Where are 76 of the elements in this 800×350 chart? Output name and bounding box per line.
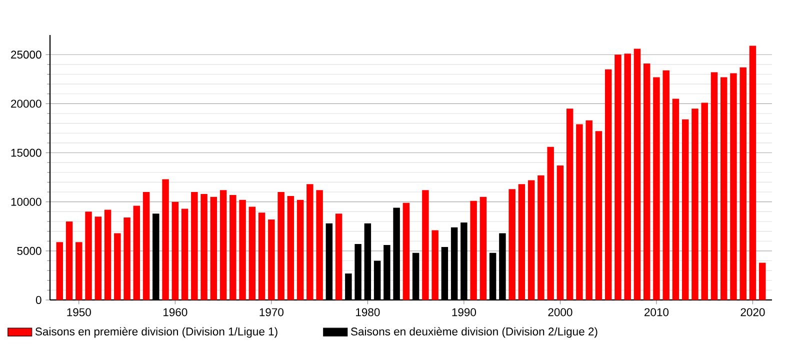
bar [258, 212, 266, 300]
bar [672, 98, 680, 300]
bar [296, 200, 304, 300]
bar [480, 196, 487, 300]
x-tick-label: 1960 [164, 308, 188, 316]
bar [614, 54, 622, 300]
bar [720, 77, 728, 300]
bar [278, 192, 284, 300]
bar [624, 54, 631, 300]
bar [556, 166, 564, 300]
bar [239, 200, 246, 300]
bar [287, 196, 294, 300]
y-tick-label: 0 [36, 296, 42, 304]
bar [682, 119, 689, 300]
bar [518, 184, 526, 300]
bar [248, 206, 256, 300]
bar [749, 46, 756, 300]
bar [230, 194, 236, 300]
y-tick-label: 5000 [17, 246, 42, 255]
bar [220, 190, 227, 300]
bar [76, 242, 82, 300]
bar [422, 190, 429, 300]
bar [740, 67, 746, 300]
x-tick-label: 2000 [548, 308, 572, 316]
legend-label: Saisons en deuxième division (Division 2/Ligue 2) [350, 327, 598, 338]
bar [528, 180, 535, 300]
x-tick-label: 1970 [260, 308, 284, 316]
bar [142, 192, 150, 300]
x-tick-label: 1990 [452, 308, 476, 316]
bar [662, 70, 670, 300]
bar [316, 190, 323, 300]
bar [604, 69, 612, 300]
bar [566, 108, 574, 300]
bar [730, 73, 737, 300]
bar [508, 189, 516, 300]
x-tick-label: 1980 [356, 308, 380, 316]
y-tick-label: 20000 [11, 100, 42, 108]
bar [335, 214, 342, 300]
bar [66, 221, 73, 300]
bar [114, 233, 121, 300]
bar [85, 212, 92, 300]
bar [133, 206, 140, 300]
bar [576, 124, 583, 300]
bar [538, 175, 544, 300]
bar [701, 102, 708, 300]
bar [432, 230, 438, 300]
bar [586, 120, 592, 300]
y-tick-label: 10000 [11, 198, 42, 206]
y-tick-label: 15000 [11, 148, 42, 157]
bar [104, 210, 112, 300]
bar [470, 200, 477, 300]
bar [181, 208, 188, 300]
bar [653, 77, 660, 300]
bar [94, 216, 102, 300]
bar [210, 196, 218, 300]
bar [162, 179, 169, 300]
bar [200, 194, 208, 300]
legend-label: Saisons en première division (Division 1/Ligue 1) [35, 327, 278, 338]
bar [547, 146, 554, 300]
y-tick-label: 25000 [11, 50, 42, 59]
bar [306, 184, 314, 300]
bar [268, 220, 275, 300]
x-tick-label: 1950 [67, 308, 91, 316]
bar [643, 63, 650, 300]
x-tick-label: 2020 [740, 308, 765, 316]
bar [191, 192, 198, 300]
bar [634, 48, 641, 300]
bar [56, 242, 64, 300]
bar [402, 202, 410, 300]
bar [172, 202, 179, 300]
bar [692, 108, 698, 300]
bar [124, 218, 130, 300]
x-tick-label: 2010 [644, 308, 669, 316]
bar [710, 72, 718, 300]
bar [758, 262, 766, 300]
bar [595, 131, 602, 300]
